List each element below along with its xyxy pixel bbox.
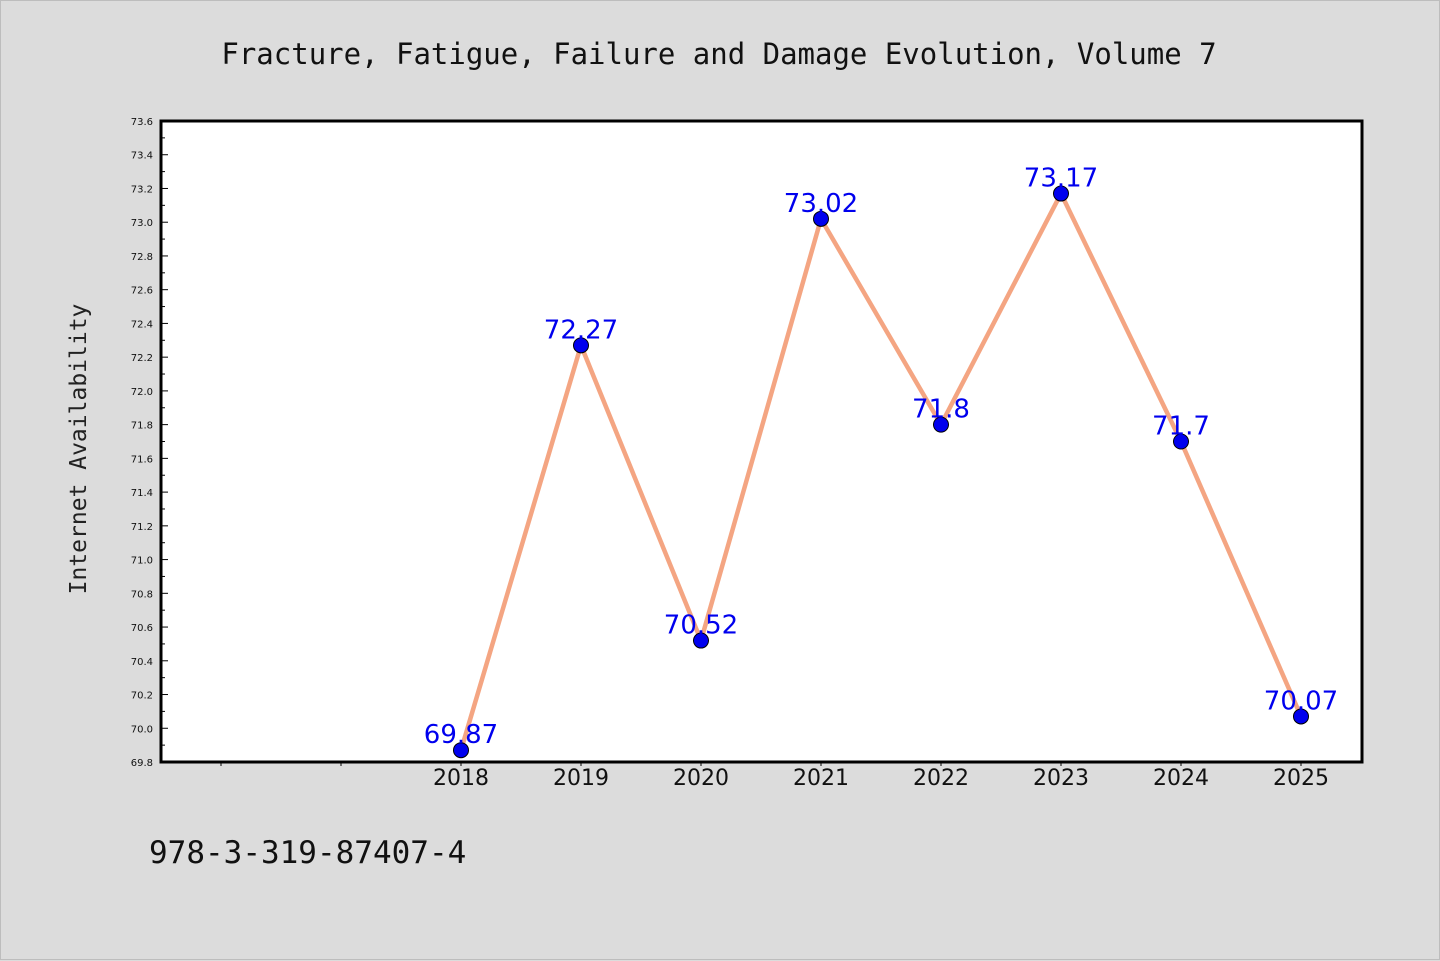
y-tick-label: 71.6: [131, 454, 153, 465]
data-point: [573, 337, 589, 354]
y-tick-label: 69.8: [131, 758, 153, 769]
data-label: 71.7: [1152, 412, 1210, 442]
data-point: [453, 742, 469, 759]
y-tick-label: 70.8: [131, 589, 153, 600]
y-tick-label: 70.6: [131, 623, 153, 634]
x-tick-label: 2023: [1033, 766, 1089, 791]
y-tick-label: 71.0: [131, 556, 153, 567]
y-axis: 69.8 70.0 70.2 70.4 70.6 70.8 71.0 71.2 71.4 71.6…: [131, 117, 168, 769]
x-tick-label: 2021: [793, 766, 849, 791]
x-tick-label: 2025: [1273, 766, 1329, 791]
series-path: [458, 188, 1304, 751]
y-tick-label: 71.8: [131, 421, 153, 432]
y-tick-label: 71.2: [131, 522, 153, 533]
y-tick-label: 70.0: [131, 724, 153, 735]
x-tick-label: 2020: [673, 766, 729, 791]
plot-area: [159, 119, 1364, 764]
series-markers: [453, 185, 1309, 759]
data-point: [933, 416, 949, 433]
x-tick-label: 2022: [913, 766, 969, 791]
data-labels: 69.87 72.27 70.52 73.02 71.8 73.17 71.7 70.07: [424, 164, 1338, 751]
y-tick-label: 73.0: [131, 218, 153, 229]
isbn-label: 978-3-319-87407-4: [149, 835, 467, 871]
y-tick-label: 72.4: [131, 319, 153, 330]
x-tick-label: 2019: [553, 766, 609, 791]
chart-title: Fracture, Fatigue, Failure and Damage Ev…: [221, 37, 1216, 71]
x-axis: 2018 2019 2020 2021 2022 2023 2024 2025: [220, 761, 1329, 791]
y-tick-label: 72.0: [131, 387, 153, 398]
data-label: 71.8: [912, 395, 970, 425]
data-label: 69.87: [424, 720, 498, 750]
data-label: 73.02: [784, 189, 858, 219]
data-point: [693, 632, 709, 649]
y-tick-label: 72.8: [131, 252, 153, 263]
y-tick-label: 70.2: [131, 691, 153, 702]
y-axis-label: Internet Availability: [66, 304, 92, 595]
data-label: 70.52: [664, 611, 738, 641]
data-point: [1053, 185, 1069, 202]
y-tick-label: 73.2: [131, 184, 153, 195]
y-tick-label: 72.2: [131, 353, 153, 364]
data-label: 72.27: [544, 315, 618, 345]
y-tick-label: 73.6: [131, 117, 153, 128]
x-tick-label: 2024: [1153, 766, 1209, 791]
data-point: [1293, 708, 1309, 725]
y-tick-label: 72.6: [131, 286, 153, 297]
data-label: 70.07: [1264, 686, 1338, 716]
data-point: [813, 210, 829, 227]
x-tick-label: 2018: [433, 766, 489, 791]
data-point: [1173, 433, 1189, 450]
series-line: [458, 188, 1304, 751]
y-tick-label: 73.4: [131, 151, 153, 162]
y-tick-label: 70.4: [131, 657, 153, 668]
y-tick-label: 71.4: [131, 488, 153, 499]
data-label: 73.17: [1024, 164, 1098, 194]
